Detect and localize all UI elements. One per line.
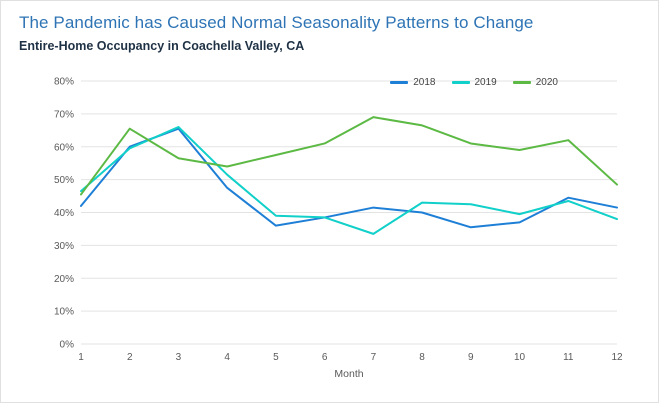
x-tick-label: 12 [611, 352, 623, 363]
y-tick-label: 10% [54, 307, 74, 318]
x-tick-label: 7 [371, 352, 377, 363]
x-tick-label: 6 [322, 352, 328, 363]
x-tick-label: 8 [419, 352, 425, 363]
chart-subtitle: Entire-Home Occupancy in Coachella Valle… [19, 39, 305, 53]
series-line-2020 [80, 116, 618, 196]
legend-item-2020: 2020 [512, 77, 558, 88]
y-tick-label: 20% [54, 274, 74, 285]
legend-label: 2020 [535, 77, 558, 88]
legend-label: 2018 [413, 77, 436, 88]
legend-swatch-2020 [512, 81, 531, 84]
legend-swatch-2019 [451, 81, 470, 84]
legend-item-2018: 2018 [390, 77, 436, 88]
y-tick-label: 50% [54, 175, 74, 186]
x-axis-label: Month [334, 368, 363, 380]
chart-canvas: 0%10%20%30%40%50%60%70%80%1 2 3 4 5 6 7 8 9 10 11 1… [54, 77, 623, 381]
x-tick-label: 10 [514, 352, 526, 363]
y-tick-label: 0% [60, 340, 75, 351]
legend-item-2019: 2019 [451, 77, 497, 88]
legend-swatch-2018 [390, 81, 409, 84]
y-tick-label: 70% [54, 109, 74, 120]
x-tick-label: 2 [127, 352, 133, 363]
x-tick-label: 1 [78, 352, 84, 363]
x-tick-label: 3 [176, 352, 182, 363]
x-tick-label: 4 [224, 352, 230, 363]
series-line-2019 [80, 126, 618, 235]
x-tick-label: 5 [273, 352, 279, 363]
page-title: The Pandemic has Caused Normal Seasonali… [19, 13, 534, 32]
chart-legend: 2018 2019 2020 [390, 77, 558, 88]
y-tick-label: 30% [54, 241, 74, 252]
y-tick-label: 40% [54, 208, 74, 219]
occupancy-line-chart: 2018 2019 2020 0% 10% 20% 30% 40% 50% 60% 70% 80% 1… [19, 59, 650, 388]
legend-label: 2019 [474, 77, 497, 88]
y-tick-label: 80% [54, 77, 74, 88]
x-tick-label: 11 [563, 352, 574, 363]
y-tick-label: 60% [54, 142, 74, 153]
x-tick-label: 9 [468, 352, 474, 363]
series-line-2018 [80, 127, 618, 229]
